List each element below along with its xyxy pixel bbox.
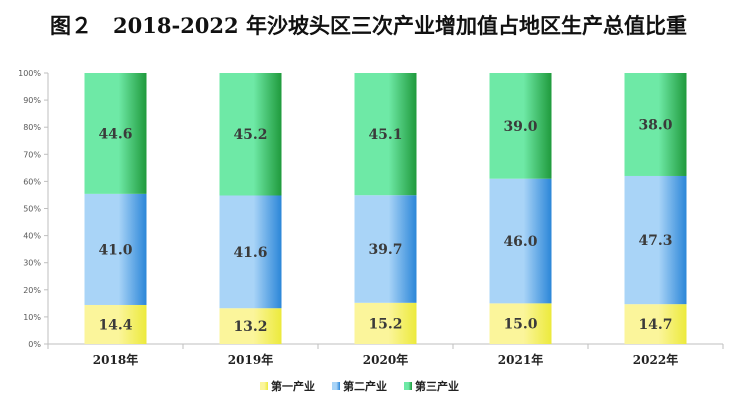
data-label: 15.0 xyxy=(503,317,537,333)
data-label: 47.3 xyxy=(638,233,672,249)
y-tick-label: 0% xyxy=(28,340,41,349)
bar-segment xyxy=(354,195,417,303)
data-label: 41.0 xyxy=(98,242,132,258)
bar-segment xyxy=(354,73,417,196)
y-tick-label: 10% xyxy=(23,313,41,322)
data-label: 39.0 xyxy=(503,119,537,135)
data-label: 41.6 xyxy=(233,245,267,261)
y-tick-label: 30% xyxy=(23,259,41,268)
data-label: 13.2 xyxy=(233,319,267,335)
bar-segment xyxy=(84,193,147,305)
legend-label: 第一产业 xyxy=(271,379,315,393)
data-label: 44.6 xyxy=(98,126,132,142)
x-tick-label: 2018年 xyxy=(93,352,138,367)
y-tick-label: 20% xyxy=(23,286,41,295)
legend-label: 第三产业 xyxy=(415,379,459,393)
bar-segment xyxy=(489,178,552,304)
data-label: 14.4 xyxy=(98,317,132,333)
data-label: 45.2 xyxy=(233,127,267,143)
y-tick-label: 60% xyxy=(23,177,41,186)
bar-segment xyxy=(624,73,687,176)
y-tick-label: 50% xyxy=(23,205,41,214)
legend-label: 第二产业 xyxy=(343,379,387,393)
bar-segment xyxy=(84,304,147,344)
data-label: 45.1 xyxy=(368,127,402,143)
data-labels: 14.4 41.0 44.6 13.2 41.6 45.2 15.2 39.7 45.1 15.0… xyxy=(98,117,672,335)
legend-swatch xyxy=(260,382,268,390)
legend-swatch xyxy=(332,382,340,390)
x-tick-label: 2021年 xyxy=(498,352,543,367)
bar-segment xyxy=(624,175,687,305)
chart-title: 图２ 2018-2022 年沙坡头区三次产业增加值占地区生产总值比重 xyxy=(50,13,687,38)
y-tick-label: 70% xyxy=(23,150,41,159)
data-label: 14.7 xyxy=(638,317,672,333)
x-tick-label: 2022年 xyxy=(633,352,678,367)
bar-segment xyxy=(84,73,147,194)
data-label: 38.0 xyxy=(638,117,672,133)
bar-segment xyxy=(219,195,282,309)
legend-swatch xyxy=(404,382,412,390)
bar-segment xyxy=(624,304,687,344)
x-tick-label: 2020年 xyxy=(363,352,408,367)
data-label: 39.7 xyxy=(368,242,402,258)
y-tick-label: 40% xyxy=(23,232,41,241)
data-label: 15.2 xyxy=(368,316,402,332)
x-tick-label: 2019年 xyxy=(228,352,273,367)
y-tick-label: 80% xyxy=(23,123,41,132)
data-label: 46.0 xyxy=(503,234,537,250)
legend: 第一产业 第二产业 第三产业 xyxy=(260,379,459,393)
y-tick-label: 100% xyxy=(18,69,41,78)
bar-segment xyxy=(219,308,282,344)
y-tick-label: 90% xyxy=(23,96,41,105)
bar-segment xyxy=(489,73,552,179)
bar-segment xyxy=(354,302,417,344)
bars xyxy=(84,73,687,344)
bar-segment xyxy=(489,303,552,344)
bar-segment xyxy=(219,73,282,196)
